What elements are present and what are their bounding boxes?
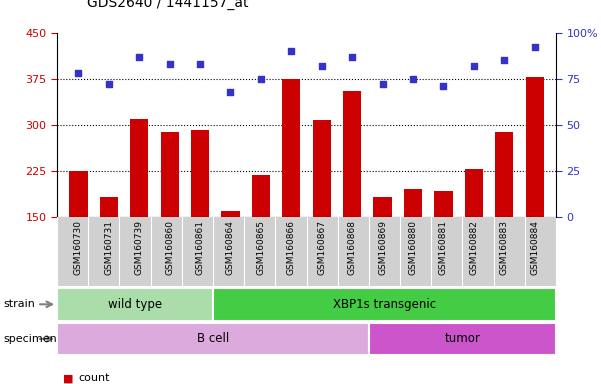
Bar bbox=[373, 197, 392, 217]
Point bbox=[317, 63, 326, 69]
Point bbox=[408, 76, 418, 82]
Text: B cell: B cell bbox=[197, 333, 229, 345]
Bar bbox=[213, 288, 556, 321]
Bar bbox=[221, 211, 240, 217]
Bar bbox=[57, 288, 213, 321]
Bar bbox=[313, 120, 331, 217]
Bar bbox=[282, 79, 300, 217]
Bar bbox=[100, 197, 118, 217]
Bar bbox=[57, 323, 369, 355]
Point bbox=[469, 63, 478, 69]
Point bbox=[135, 53, 144, 60]
Point bbox=[347, 53, 357, 60]
Text: count: count bbox=[78, 373, 109, 383]
Text: GSM160864: GSM160864 bbox=[226, 220, 235, 275]
Text: GSM160730: GSM160730 bbox=[74, 220, 83, 275]
Text: GSM160881: GSM160881 bbox=[439, 220, 448, 275]
Text: GSM160866: GSM160866 bbox=[287, 220, 296, 275]
Text: ■: ■ bbox=[63, 373, 73, 383]
Bar bbox=[252, 175, 270, 217]
Point bbox=[439, 83, 448, 89]
Bar bbox=[191, 130, 209, 217]
Text: GSM160868: GSM160868 bbox=[347, 220, 356, 275]
Text: GDS2640 / 1441157_at: GDS2640 / 1441157_at bbox=[87, 0, 249, 10]
Text: GSM160861: GSM160861 bbox=[195, 220, 204, 275]
Point bbox=[195, 61, 205, 67]
Text: tumor: tumor bbox=[445, 333, 480, 345]
Bar bbox=[465, 169, 483, 217]
Text: GSM160884: GSM160884 bbox=[530, 220, 539, 275]
Text: GSM160865: GSM160865 bbox=[257, 220, 266, 275]
Point bbox=[499, 57, 509, 63]
Text: GSM160882: GSM160882 bbox=[469, 220, 478, 275]
Point bbox=[378, 81, 388, 87]
Bar bbox=[130, 119, 148, 217]
Text: GSM160731: GSM160731 bbox=[105, 220, 114, 275]
Bar bbox=[435, 191, 453, 217]
Point bbox=[165, 61, 174, 67]
Point bbox=[287, 48, 296, 54]
Bar bbox=[404, 189, 422, 217]
Text: specimen: specimen bbox=[3, 334, 56, 344]
Bar bbox=[369, 323, 556, 355]
Text: GSM160739: GSM160739 bbox=[135, 220, 144, 275]
Bar bbox=[495, 132, 513, 217]
Bar bbox=[343, 91, 361, 217]
Text: wild type: wild type bbox=[108, 298, 162, 311]
Text: strain: strain bbox=[3, 299, 35, 310]
Point bbox=[530, 44, 540, 50]
Text: GSM160860: GSM160860 bbox=[165, 220, 174, 275]
Point bbox=[73, 70, 83, 76]
Bar bbox=[69, 171, 88, 217]
Text: XBP1s transgenic: XBP1s transgenic bbox=[333, 298, 436, 311]
Bar bbox=[525, 77, 544, 217]
Bar bbox=[160, 132, 178, 217]
Text: GSM160883: GSM160883 bbox=[499, 220, 508, 275]
Text: GSM160869: GSM160869 bbox=[378, 220, 387, 275]
Text: GSM160880: GSM160880 bbox=[409, 220, 418, 275]
Text: GSM160867: GSM160867 bbox=[317, 220, 326, 275]
Point bbox=[256, 76, 266, 82]
Point bbox=[225, 89, 235, 95]
Point bbox=[104, 81, 114, 87]
